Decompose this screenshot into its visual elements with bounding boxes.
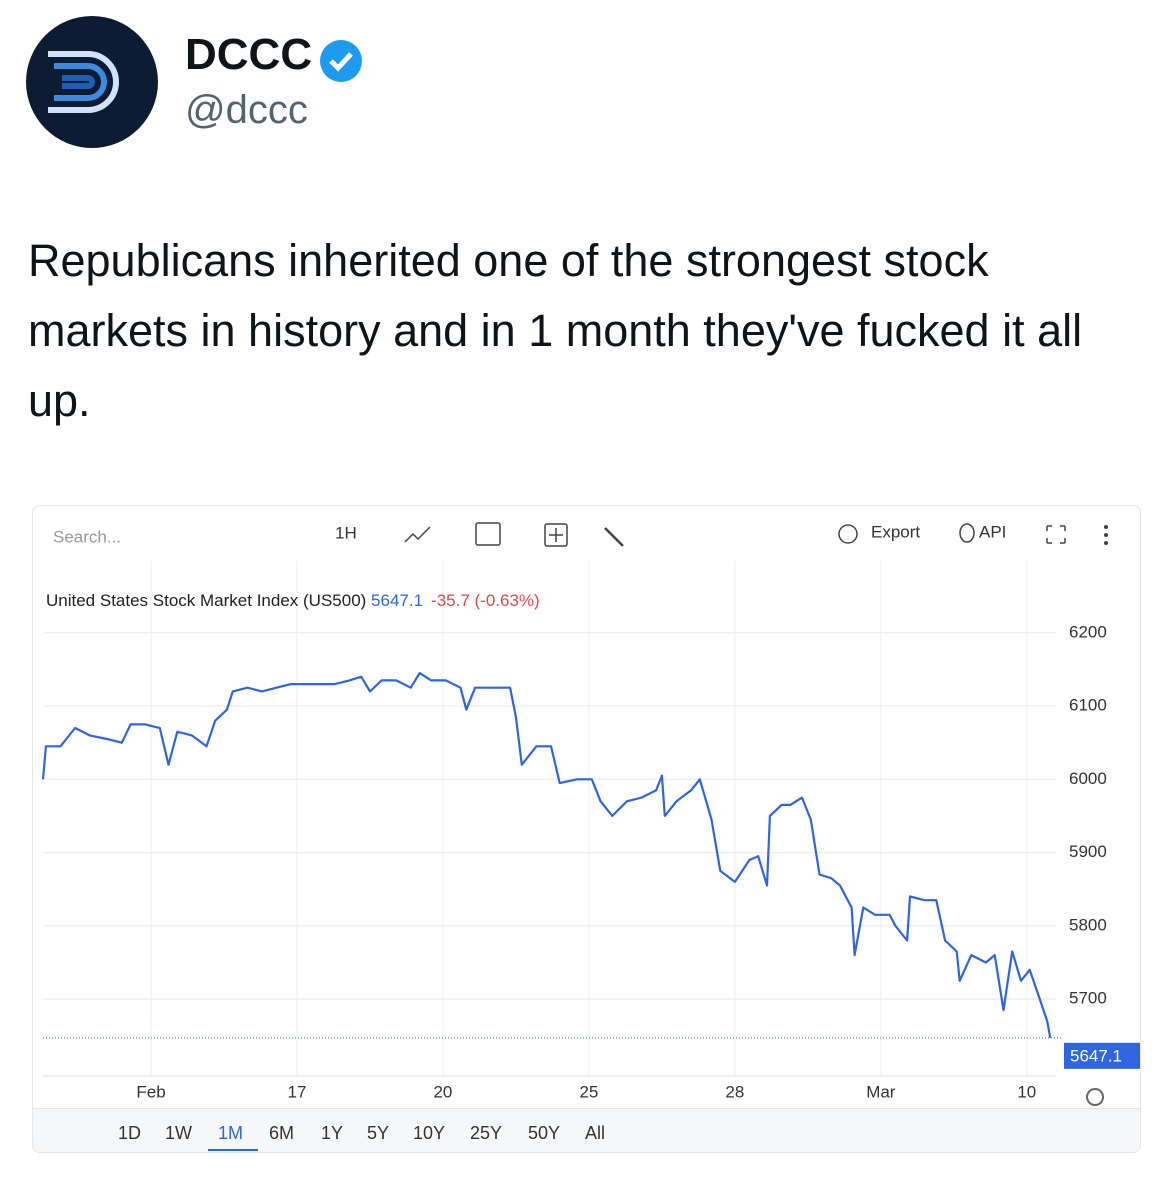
range-button[interactable]: 10Y [413,1123,446,1143]
y-tick-label: 6200 [1069,622,1107,641]
range-button[interactable]: 5Y [367,1123,390,1143]
avatar[interactable] [26,16,160,150]
range-button[interactable]: 1M [218,1123,244,1143]
price-line [41,672,1052,1038]
y-tick-label: 5700 [1069,989,1107,1008]
menu-icon[interactable] [1104,525,1108,545]
last-price: 5647.1 [371,591,424,610]
active-underline [208,1149,258,1151]
export-icon [838,524,858,544]
chart: Search... 1H Export API 5700 5800 5900 6000… [41,522,1140,1106]
range-button[interactable]: All [585,1123,606,1143]
x-tick-label: 17 [288,1082,307,1101]
last-price-label: 5647.1 [1070,1046,1122,1065]
range-button[interactable]: 1D [118,1123,142,1143]
search-box[interactable]: Search... [53,527,121,546]
plus-sign [549,528,563,542]
interval[interactable]: 1H [335,523,357,542]
range-button[interactable]: 1Y [321,1123,344,1143]
api-icon [959,523,975,543]
x-tick-label: 20 [433,1082,452,1101]
x-tick-label: Mar [866,1082,896,1101]
range-button[interactable]: 25Y [470,1123,503,1143]
export-button[interactable]: Export [871,522,920,541]
display-name[interactable]: DCCC [185,30,313,79]
chart-legend: United States Stock Market Index (US500)… [46,591,540,611]
range-bar: 1D 1W 1M 6M 1Y 5Y 10Y 25Y 50Y All [33,1108,1140,1152]
calendar-icon[interactable] [475,522,501,546]
settings-icon[interactable] [604,527,624,547]
y-tick-label: 5800 [1069,915,1107,934]
range-button[interactable]: 1W [165,1123,192,1143]
x-tick-label: 28 [725,1082,744,1101]
chart-type-icon[interactable] [404,526,431,543]
range-button[interactable]: 50Y [528,1123,561,1143]
handle[interactable]: @dccc [185,88,308,132]
y-tick-label: 6100 [1069,696,1107,715]
range-button[interactable]: 6M [269,1123,295,1143]
chart-card: Search... 1H Export API 5700 5800 5900 6000… [32,505,1141,1153]
x-tick-label: 25 [579,1082,598,1101]
api-button[interactable]: API [979,522,1006,541]
compare-icon[interactable] [544,523,568,547]
price-change: -35.7 (-0.63%) [431,591,540,610]
axis-settings-icon[interactable] [1086,1088,1104,1106]
tweet-text: Republicans inherited one of the stronge… [28,235,1083,426]
last-price-box [1064,1042,1140,1069]
fullscreen-icon[interactable] [1046,525,1066,544]
y-tick-label: 6000 [1069,769,1107,788]
verified-badge [320,40,362,82]
chart-title: United States Stock Market Index (US500) [46,591,367,610]
x-tick-label: Feb [136,1082,165,1101]
y-tick-label: 5900 [1069,842,1107,861]
x-tick-label: 10 [1017,1082,1036,1101]
